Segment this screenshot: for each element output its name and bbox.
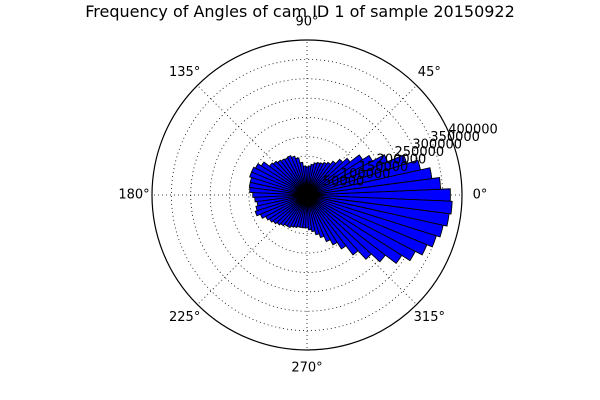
angle-tick-label: 0° xyxy=(473,188,488,203)
axis-labels: 0° 45° 90° 135° 180° 225° 270° 315° 500001000001… xyxy=(118,15,498,376)
polar-bar xyxy=(306,158,344,196)
polar-frame xyxy=(151,39,463,351)
polar-bar xyxy=(252,192,308,198)
angle-tick-label: 315° xyxy=(414,310,445,325)
polar-bar xyxy=(306,161,328,196)
polar-bar xyxy=(306,165,312,196)
radial-tick-label: 250000 xyxy=(395,145,445,160)
radial-tick-label: 400000 xyxy=(448,123,498,138)
radial-tick-label: 200000 xyxy=(377,152,427,167)
polar-bar xyxy=(276,194,308,226)
angle-tick-label: 270° xyxy=(291,361,322,376)
polar-bar xyxy=(248,181,308,196)
polar-bar xyxy=(306,163,315,196)
angle-tick-label: 180° xyxy=(118,188,149,203)
polar-bar xyxy=(306,161,332,196)
angle-tick-label: 225° xyxy=(169,310,200,325)
chart-title: Frequency of Angles of cam ID 1 of sampl… xyxy=(85,2,515,21)
polar-bar xyxy=(306,160,337,196)
polar-bar xyxy=(249,171,308,196)
polar-bar xyxy=(306,162,318,196)
radial-tick-label: 300000 xyxy=(412,138,462,153)
polar-bar xyxy=(280,194,308,227)
polar-bar xyxy=(286,194,308,229)
angle-tick-label: 90° xyxy=(295,15,318,30)
polar-bar xyxy=(290,194,308,228)
radial-tick-label: 100000 xyxy=(341,167,391,182)
angle-tick-label: 135° xyxy=(169,65,200,80)
polar-bar xyxy=(306,162,324,196)
angle-tick-label: 45° xyxy=(418,65,441,80)
polar-bar xyxy=(249,187,308,196)
polar-bar xyxy=(293,194,308,229)
radial-tick-label: 50000 xyxy=(323,175,364,190)
polar-bar xyxy=(306,157,351,196)
polar-bar xyxy=(306,194,453,215)
radial-tick-label: 350000 xyxy=(430,130,480,145)
polar-bar xyxy=(306,154,364,196)
radial-tick-label: 150000 xyxy=(359,160,409,175)
polar-bar xyxy=(306,161,321,196)
polar-bars xyxy=(248,154,453,265)
